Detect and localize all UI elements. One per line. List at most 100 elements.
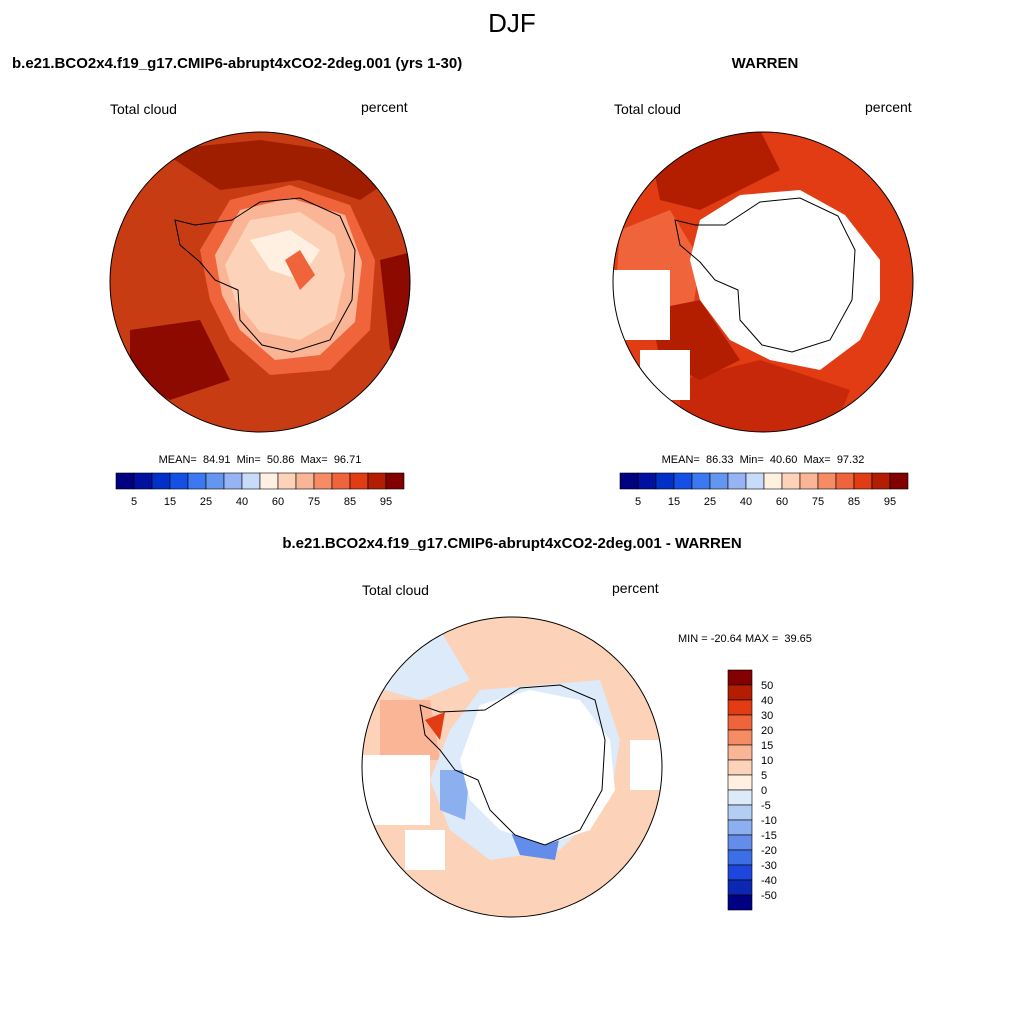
colorbar-label: 30: [761, 710, 773, 722]
colorbar-box: [727, 804, 753, 821]
colorbar-box: [727, 759, 753, 776]
colorbar-label: 60: [272, 496, 284, 508]
colorbar-box: [781, 472, 801, 490]
map-border: [612, 131, 914, 433]
colorbar-box: [709, 472, 729, 490]
left-label: Total cloud: [614, 101, 681, 117]
figure-title: DJF: [488, 8, 536, 38]
colorbar-box: [745, 472, 765, 490]
colorbar-box: [331, 472, 351, 490]
colorbar-box: [763, 472, 783, 490]
colorbar: 5 15 25 40 60 75 85 95: [115, 472, 405, 508]
colorbar-label: -5: [761, 800, 771, 812]
colorbar-box: [727, 879, 753, 896]
colorbar-box: [151, 472, 171, 490]
map: [110, 132, 410, 432]
colorbar-box: [727, 864, 753, 881]
colorbar-box: [727, 894, 753, 911]
colorbar-label: 85: [848, 496, 860, 508]
colorbar-label: 10: [761, 755, 773, 767]
left-label: Total cloud: [110, 101, 177, 117]
colorbar-box: [727, 714, 753, 731]
colorbar-label: 75: [812, 496, 824, 508]
colorbar-box: [727, 729, 753, 746]
colorbar-box: [799, 472, 819, 490]
colorbar-label: 25: [200, 496, 212, 508]
colorbar-box: [637, 472, 657, 490]
colorbar-label: 95: [380, 496, 392, 508]
right-label: percent: [612, 580, 659, 596]
colorbar-label: 5: [635, 496, 641, 508]
colorbar-box: [295, 472, 315, 490]
right-label: percent: [361, 99, 408, 115]
colorbar-box: [727, 744, 753, 761]
colorbar-label: -30: [761, 860, 777, 872]
colorbar-label: 0: [761, 785, 767, 797]
colorbar-box: [853, 472, 873, 490]
colorbar-label: 50: [761, 680, 773, 692]
stats: MIN = -20.64 MAX = 39.65: [678, 633, 812, 645]
colorbar-label: 20: [761, 725, 773, 737]
colorbar-label: 95: [884, 496, 896, 508]
colorbar-label: -50: [761, 890, 777, 902]
colorbar-box: [727, 789, 753, 806]
colorbar-label: 5: [761, 770, 767, 782]
colorbar-label: 85: [344, 496, 356, 508]
colorbar-box: [349, 472, 369, 490]
colorbar-label: 25: [704, 496, 716, 508]
colorbar-box: [259, 472, 279, 490]
map: [362, 617, 662, 917]
colorbar-box: [871, 472, 891, 490]
colorbar-box: [223, 472, 243, 490]
colorbar-box: [691, 472, 711, 490]
colorbar-box: [727, 669, 753, 686]
colorbar-label: -10: [761, 815, 777, 827]
colorbar-box: [727, 849, 753, 866]
stats: MEAN= 86.33 Min= 40.60 Max= 97.32: [662, 454, 865, 466]
map: [613, 132, 913, 432]
colorbar-box: [727, 834, 753, 851]
panel-title: b.e21.BCO2x4.f19_g17.CMIP6-abrupt4xCO2-2…: [12, 55, 462, 72]
colorbar-box: [367, 472, 387, 490]
colorbar-label: 40: [236, 496, 248, 508]
colorbar: 5 15 25 40 60 75 85 95: [619, 472, 909, 508]
colorbar-box: [727, 684, 753, 701]
colorbar-box: [187, 472, 207, 490]
colorbar-box: [727, 699, 753, 716]
map-border: [361, 616, 663, 918]
colorbar-box: [817, 472, 837, 490]
colorbar-label: 5: [131, 496, 137, 508]
colorbar-label: 40: [740, 496, 752, 508]
stats: MEAN= 84.91 Min= 50.86 Max= 96.71: [159, 454, 362, 466]
colorbar-box: [313, 472, 333, 490]
colorbar-box: [727, 774, 753, 791]
panel-title: WARREN: [732, 55, 799, 72]
colorbar-box: [655, 472, 675, 490]
colorbar-label: 60: [776, 496, 788, 508]
colorbar-box: [727, 472, 747, 490]
colorbar-box: [133, 472, 153, 490]
colorbar-label: -15: [761, 830, 777, 842]
colorbar-label: 15: [164, 496, 176, 508]
colorbar-label: -40: [761, 875, 777, 887]
colorbar-box: [169, 472, 189, 490]
colorbar-box: [673, 472, 693, 490]
colorbar-label: -20: [761, 845, 777, 857]
colorbar-box: [889, 472, 909, 490]
colorbar-box: [619, 472, 639, 490]
colorbar-box: [385, 472, 405, 490]
colorbar-label: 75: [308, 496, 320, 508]
colorbar-box: [115, 472, 135, 490]
colorbar-box: [205, 472, 225, 490]
colorbar-box: [727, 819, 753, 836]
colorbar-box: [241, 472, 261, 490]
right-label: percent: [865, 99, 912, 115]
colorbar-box: [277, 472, 297, 490]
colorbar-label: 15: [761, 740, 773, 752]
panel-title: b.e21.BCO2x4.f19_g17.CMIP6-abrupt4xCO2-2…: [282, 535, 741, 552]
map-border: [109, 131, 411, 433]
colorbar-label: 15: [668, 496, 680, 508]
colorbar-label: 40: [761, 695, 773, 707]
